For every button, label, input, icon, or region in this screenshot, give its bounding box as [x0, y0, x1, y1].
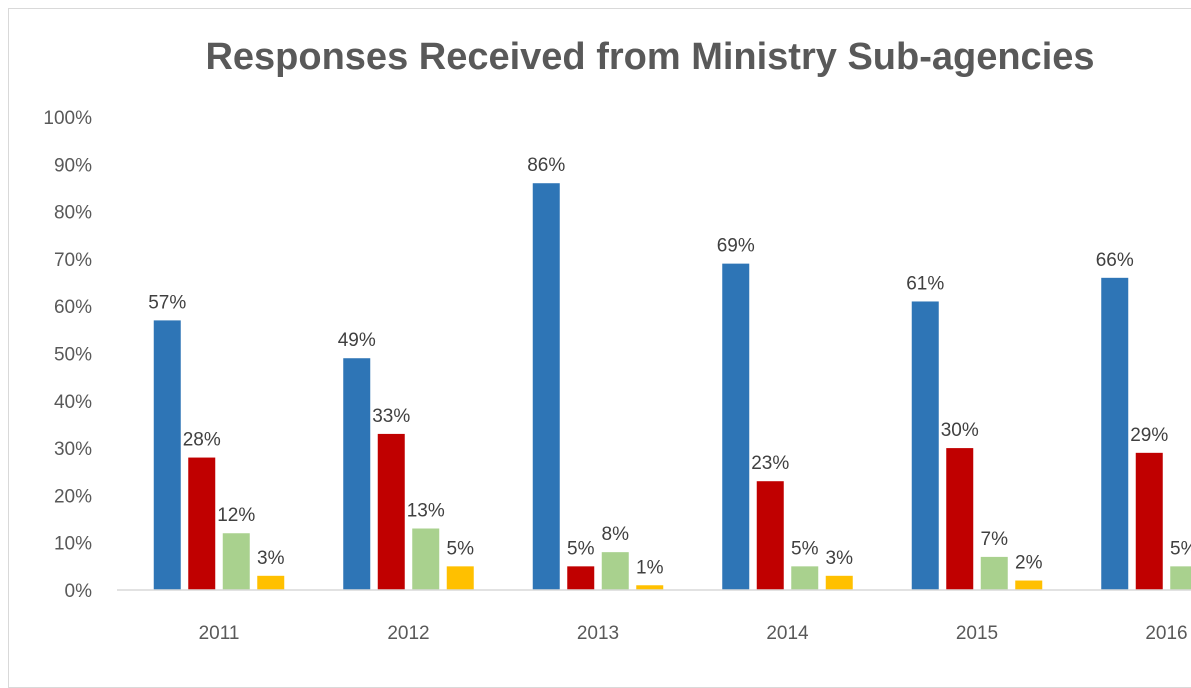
bar: [567, 566, 595, 590]
chart-title: Responses Received from Ministry Sub-age…: [205, 36, 1095, 78]
data-label: 2%: [1015, 553, 1043, 574]
y-tick-label: 90%: [54, 155, 92, 176]
data-label: 8%: [602, 524, 630, 545]
data-label: 66%: [1096, 250, 1134, 271]
data-label: 69%: [717, 236, 755, 257]
data-label: 12%: [217, 505, 255, 526]
y-axis: 0% 10% 20% 30% 40% 50% 60% 70% 80% 90% 100%: [43, 108, 92, 602]
bar: [222, 533, 250, 590]
bar: [532, 183, 560, 590]
y-tick-label: 100%: [43, 108, 92, 129]
data-label: 23%: [751, 453, 789, 474]
y-tick-label: 80%: [54, 203, 92, 224]
data-label: 61%: [906, 273, 944, 294]
bar: [825, 575, 853, 590]
data-label: 49%: [338, 330, 376, 351]
bar: [980, 556, 1008, 590]
data-label: 1%: [636, 557, 664, 578]
bar: [188, 457, 216, 590]
x-tick-label: 2011: [199, 623, 240, 644]
bar: [377, 433, 405, 590]
data-label: 5%: [447, 538, 475, 559]
bar: [791, 566, 819, 590]
y-tick-label: 40%: [54, 392, 92, 413]
y-tick-label: 50%: [54, 345, 92, 366]
y-tick-label: 70%: [54, 250, 92, 271]
bar: [446, 566, 474, 590]
bar: [722, 263, 750, 590]
bar: [153, 320, 181, 590]
x-tick-label: 2014: [766, 623, 809, 644]
bar: [756, 481, 784, 590]
bar: [601, 552, 629, 590]
y-tick-label: 30%: [54, 439, 92, 460]
y-tick-label: 20%: [54, 486, 92, 507]
x-tick-label: 2013: [577, 623, 619, 644]
data-label: 13%: [407, 501, 445, 522]
bar: [412, 528, 440, 590]
data-label: 28%: [183, 430, 221, 451]
y-tick-label: 60%: [54, 297, 92, 318]
data-label: 5%: [567, 538, 595, 559]
data-labels: 57% 49% 86% 69% 61% 66% 28% 33% 5% 23% 30% 29% 12% 13…: [148, 155, 1191, 578]
bar: [1015, 580, 1043, 590]
x-tick-label: 2012: [387, 623, 429, 644]
bar: [257, 575, 285, 590]
bar: [911, 301, 939, 590]
data-label: 5%: [1170, 538, 1191, 559]
data-label: 5%: [791, 538, 819, 559]
data-label: 3%: [257, 548, 285, 569]
x-axis: 2011 2012 2013 2014 2015 2016: [117, 589, 1191, 644]
data-label: 57%: [148, 292, 186, 313]
data-label: 7%: [981, 529, 1009, 550]
y-tick-label: 0%: [65, 581, 93, 602]
data-label: 30%: [941, 420, 979, 441]
bar: [636, 585, 664, 590]
bar: [946, 448, 974, 590]
bars: [153, 183, 1191, 590]
bar: [343, 358, 371, 590]
data-label: 33%: [372, 406, 410, 427]
data-label: 29%: [1130, 425, 1168, 446]
y-tick-label: 10%: [54, 534, 92, 555]
bar: [1101, 277, 1129, 590]
data-label: 3%: [826, 548, 854, 569]
data-label: 86%: [527, 155, 565, 176]
bar: [1170, 566, 1191, 590]
x-tick-label: 2016: [1145, 623, 1187, 644]
x-tick-label: 2015: [956, 623, 998, 644]
bar: [1135, 452, 1163, 590]
